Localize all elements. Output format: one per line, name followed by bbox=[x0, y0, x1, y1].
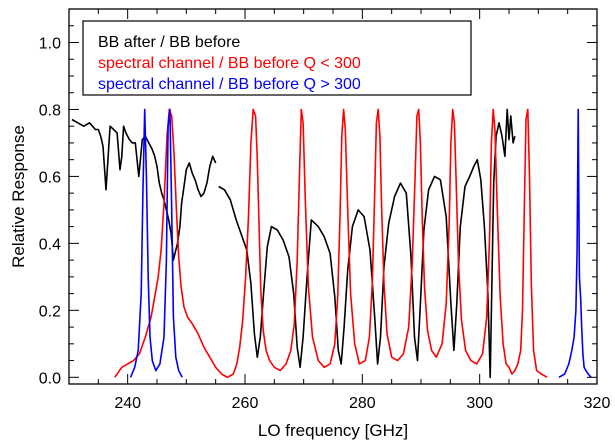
legend-entry: spectral channel / BB before Q < 300 bbox=[98, 55, 361, 72]
series-line-2 bbox=[218, 108, 516, 379]
legend-entry: BB after / BB before bbox=[98, 34, 240, 51]
x-tick-label: 280 bbox=[349, 395, 376, 412]
y-axis-label: Relative Response bbox=[9, 125, 28, 268]
series-line-1 bbox=[71, 118, 217, 261]
series-line-4 bbox=[129, 108, 183, 378]
x-axis-label: LO frequency [GHz] bbox=[258, 421, 408, 440]
series-line-3 bbox=[114, 108, 548, 379]
series-line-5 bbox=[558, 108, 592, 378]
y-tick-label: 1.0 bbox=[39, 35, 61, 52]
x-tick-label: 240 bbox=[114, 395, 141, 412]
x-tick-label: 300 bbox=[466, 395, 493, 412]
legend-box bbox=[82, 20, 472, 96]
x-tick-label: 320 bbox=[584, 395, 611, 412]
y-tick-label: 0.2 bbox=[39, 303, 61, 320]
y-tick-label: 0.8 bbox=[39, 102, 61, 119]
y-tick-label: 0.0 bbox=[39, 370, 61, 387]
legend-entry: spectral channel / BB before Q > 300 bbox=[98, 76, 361, 93]
y-tick-label: 0.4 bbox=[39, 236, 61, 253]
legend: BB after / BB before spectral channel / B… bbox=[82, 20, 472, 96]
series-layer bbox=[71, 108, 592, 379]
ticks-layer: 240 260 280 300 320 0.0 0.2 0.4 0.6 0.8 1.0 bbox=[39, 8, 611, 412]
y-tick-label: 0.6 bbox=[39, 169, 61, 186]
x-tick-label: 260 bbox=[232, 395, 259, 412]
